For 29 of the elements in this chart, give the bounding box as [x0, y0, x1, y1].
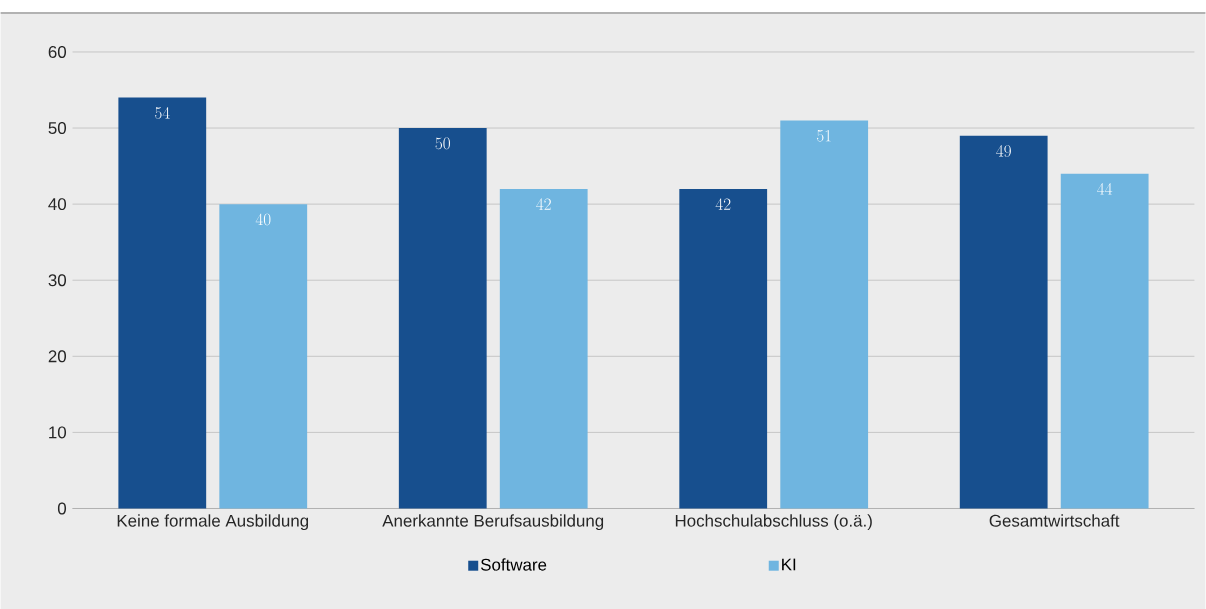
y-tick-label: 30 — [48, 274, 67, 287]
y-tick-label: 60 — [48, 45, 67, 58]
data-label: 54 — [155, 106, 170, 119]
data-label: 42 — [715, 198, 731, 210]
x-tick-label: Hochschulabschluss (o.ä.) — [675, 514, 872, 530]
x-tick-label: Gesamtwirtschaft — [989, 514, 1120, 527]
data-label: 49 — [996, 144, 1011, 157]
data-label: 44 — [1097, 182, 1113, 195]
y-tick-label: 10 — [49, 426, 67, 439]
bar — [959, 135, 1048, 509]
y-tick-label: 50 — [48, 121, 67, 134]
legend-label: KI — [782, 558, 796, 571]
bar — [118, 97, 207, 509]
data-label: 51 — [817, 129, 831, 142]
data-label: 42 — [536, 198, 551, 210]
legend-label: Software — [480, 558, 547, 571]
bar — [1060, 173, 1149, 509]
data-label: 40 — [255, 213, 271, 226]
bar — [219, 203, 308, 509]
x-tick-label: Anerkannte Berufsausbildung — [382, 514, 604, 530]
y-tick-label: 20 — [48, 350, 67, 363]
data-label: 50 — [435, 137, 450, 150]
x-tick-label: Keine formale Ausbildung — [117, 514, 309, 530]
bar — [780, 120, 869, 509]
y-tick-label: 0 — [57, 502, 67, 515]
bar — [398, 127, 487, 509]
y-tick-label: 40 — [48, 197, 67, 210]
bar — [679, 188, 768, 509]
bar — [499, 188, 588, 509]
